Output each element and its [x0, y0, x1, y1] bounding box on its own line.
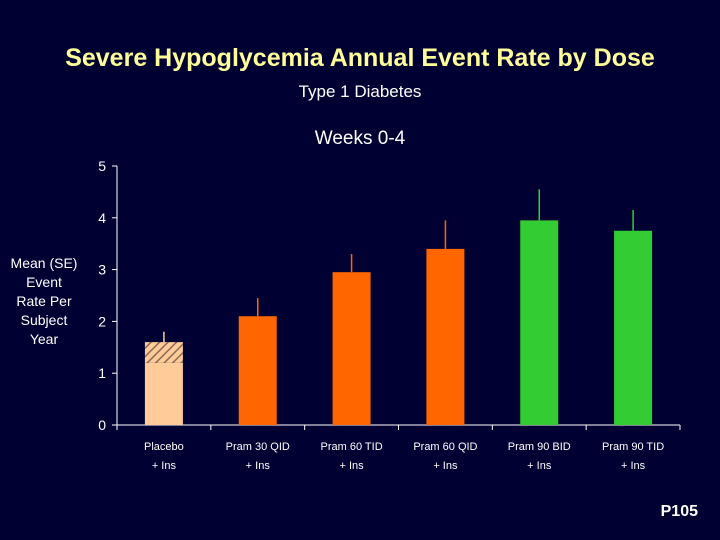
x-tick-label: Pram 60 TID — [321, 441, 383, 453]
x-tick-label: Placebo — [144, 441, 184, 453]
x-tick-label: + Ins — [246, 460, 271, 472]
bar — [426, 248, 465, 425]
y-tick-label: 1 — [98, 365, 106, 381]
y-tick-label: 2 — [98, 313, 106, 329]
y-tick-label: 5 — [98, 158, 106, 174]
y-axis-label: Mean (SE) Event Rate Per Subject Year — [10, 255, 78, 347]
x-tick-label: Pram 60 QID — [413, 441, 477, 453]
bar — [238, 316, 277, 425]
x-tick-label: + Ins — [152, 460, 177, 472]
y-tick-label: 0 — [98, 417, 106, 433]
x-tick-label: + Ins — [621, 460, 646, 472]
x-tick-label: + Ins — [527, 460, 552, 472]
x-tick-label: Pram 30 QID — [226, 441, 290, 453]
x-tick-label: + Ins — [433, 460, 458, 472]
y-tick-label: 3 — [98, 262, 106, 278]
x-tick-label: + Ins — [340, 460, 365, 472]
slide-title: Severe Hypoglycemia Annual Event Rate by… — [65, 44, 655, 72]
bar — [614, 230, 653, 425]
bar — [144, 362, 183, 425]
y-tick-label: 4 — [98, 210, 106, 226]
chart-title: Weeks 0-4 — [314, 128, 406, 149]
slide-subtitle: Type 1 Diabetes — [298, 82, 422, 101]
x-tick-label: Pram 90 BID — [508, 441, 571, 453]
reference-code: P105 — [660, 503, 698, 520]
bar-hatched-segment — [144, 342, 183, 363]
x-tick-label: Pram 90 TID — [602, 441, 664, 453]
bar — [332, 272, 371, 425]
bar — [520, 220, 559, 425]
